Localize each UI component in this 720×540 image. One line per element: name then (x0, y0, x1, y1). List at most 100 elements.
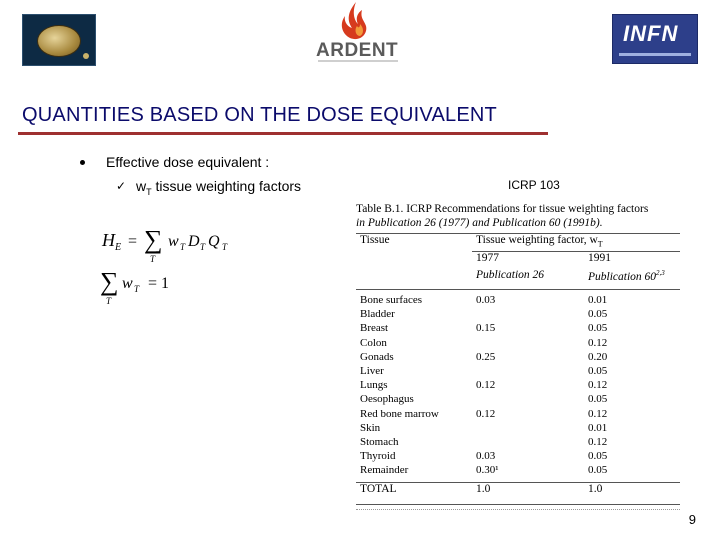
table-row: Remainder 0.30¹ 0.05 (356, 464, 680, 478)
publication-60-text: Publication 60 (588, 270, 657, 283)
value-1991-cell: 0.12 (588, 379, 608, 392)
header-tissue: Tissue (360, 234, 390, 246)
svg-text:T: T (150, 254, 156, 264)
value-1977-cell: 0.30¹ (476, 464, 499, 477)
wt-subscript: T (146, 186, 152, 197)
table-bottom-rule (356, 504, 680, 506)
table-row: Skin 0.01 (356, 422, 680, 436)
wt-symbol: w (136, 178, 147, 194)
tissue-cell: Bladder (360, 308, 395, 321)
table-header-rule (472, 251, 680, 252)
infn-logo: INFN (612, 14, 698, 64)
table-row: Thyroid 0.03 0.05 (356, 450, 680, 464)
value-1991-cell: 0.05 (588, 322, 608, 335)
svg-text:= 1: = 1 (148, 275, 169, 292)
value-1991-cell: 0.05 (588, 364, 608, 377)
svg-text:T: T (200, 242, 206, 252)
table-total-row: TOTAL 1.0 1.0 (356, 483, 680, 504)
ardent-tagline (318, 60, 398, 62)
table-row: Bone surfaces 0.03 0.01 (356, 294, 680, 308)
svg-text:∑: ∑ (100, 267, 119, 296)
table-body: Bone surfaces 0.03 0.01 Bladder 0.05 Breast 0.… (356, 294, 680, 478)
table-row: Lungs 0.12 0.12 (356, 379, 680, 393)
bullet-tissue-factors: wT tissue weighting factors (136, 178, 301, 197)
svg-text:w: w (168, 233, 179, 250)
value-1991-cell: 0.12 (588, 336, 608, 349)
value-1977-cell: 0.12 (476, 379, 496, 392)
publication-26: Publication 26 (476, 269, 545, 281)
value-1991-cell: 0.01 (588, 421, 608, 434)
infn-logo-text: INFN (623, 21, 679, 46)
table-year-row: 1977 1991 (356, 252, 680, 269)
value-1977-cell: 0.12 (476, 407, 496, 420)
total-label: TOTAL (360, 483, 397, 496)
flame-icon (341, 2, 367, 40)
table-row: Breast 0.15 0.05 (356, 322, 680, 336)
header-weighting-factor-text: Tissue weighting factor, w (476, 234, 598, 246)
total-1991: 1.0 (588, 483, 603, 496)
value-1991-cell: 0.12 (588, 407, 608, 420)
svg-text:T: T (106, 296, 112, 306)
table-top-rule (356, 233, 680, 234)
tissue-cell: Bone surfaces (360, 294, 423, 306)
table-footer-dots (356, 505, 680, 511)
tissue-weighting-table: Table B.1. ICRP Recommendations for tiss… (356, 202, 680, 511)
tissue-cell: Remainder (360, 464, 409, 477)
year-1991: 1991 (588, 252, 611, 264)
svg-text:T: T (180, 242, 186, 252)
bullet-dot-icon (80, 160, 85, 165)
ardent-logo-text: ARDENT (316, 40, 399, 61)
table-row: Red bone marrow 0.12 0.12 (356, 408, 680, 422)
infn-logo-subtitle (619, 53, 691, 56)
svg-text:E: E (114, 242, 121, 253)
table-header-row: Tissue Tissue weighting factor, wT (356, 234, 680, 251)
tissue-cell: Skin (360, 421, 381, 434)
value-1991-cell: 0.05 (588, 393, 608, 406)
page-number: 9 (688, 512, 696, 527)
svg-text:T: T (134, 284, 140, 294)
value-1991-cell: 0.12 (588, 435, 608, 448)
tissue-cell: Liver (360, 364, 384, 377)
svg-text:T: T (222, 242, 228, 252)
tissue-cell: Colon (360, 336, 387, 349)
table-row: Bladder 0.05 (356, 308, 680, 322)
slide-title: QUANTITIES BASED ON THE DOSE EQUIVALENT (22, 104, 497, 126)
table-publication-row: Publication 26 Publication 602,3 (356, 269, 680, 286)
icrp-label: ICRP 103 (508, 178, 560, 192)
table-caption-line1: Table B.1. ICRP Recommendations for tiss… (356, 203, 649, 215)
value-1991-cell: 0.20 (588, 350, 608, 363)
table-row: Stomach 0.12 (356, 436, 680, 450)
tissue-cell: Gonads (360, 350, 394, 363)
value-1991-cell: 0.01 (588, 294, 608, 306)
value-1977-cell: 0.15 (476, 322, 496, 335)
value-1991-cell: 0.05 (588, 450, 608, 463)
svg-text:∑: ∑ (144, 225, 163, 254)
table-row: Gonads 0.25 0.20 (356, 351, 680, 365)
header-weighting-factor: Tissue weighting factor, wT (476, 234, 603, 248)
table-row: Oesophagus 0.05 (356, 393, 680, 407)
coin-emblem-icon (37, 25, 81, 57)
svg-text:D: D (187, 233, 200, 250)
tissue-factors-text: tissue weighting factors (151, 178, 302, 194)
svg-text:H: H (101, 230, 116, 250)
value-1977-cell: 0.25 (476, 350, 496, 363)
header-weighting-factor-sub: T (597, 239, 603, 249)
value-1991-cell: 0.05 (588, 308, 608, 321)
svg-text:Q: Q (208, 233, 220, 250)
publication-60-sup: 2,3 (656, 269, 665, 277)
tissue-cell: Breast (360, 322, 389, 335)
value-1991-cell: 0.05 (588, 464, 608, 477)
tissue-cell: Lungs (360, 379, 388, 392)
title-underline (18, 132, 548, 135)
total-1977: 1.0 (476, 483, 491, 496)
tissue-cell: Red bone marrow (360, 407, 439, 420)
bullet-effective-dose: Effective dose equivalent : (106, 154, 270, 170)
tissue-cell: Oesophagus (360, 393, 414, 406)
value-1977-cell: 0.03 (476, 294, 496, 306)
value-1977-cell: 0.03 (476, 450, 496, 463)
table-row: Liver 0.05 (356, 365, 680, 379)
ardent-logo: ARDENT (310, 0, 406, 66)
tissue-cell: Thyroid (360, 450, 396, 463)
checkmark-icon: ✓ (116, 179, 127, 193)
year-1977: 1977 (476, 252, 499, 264)
